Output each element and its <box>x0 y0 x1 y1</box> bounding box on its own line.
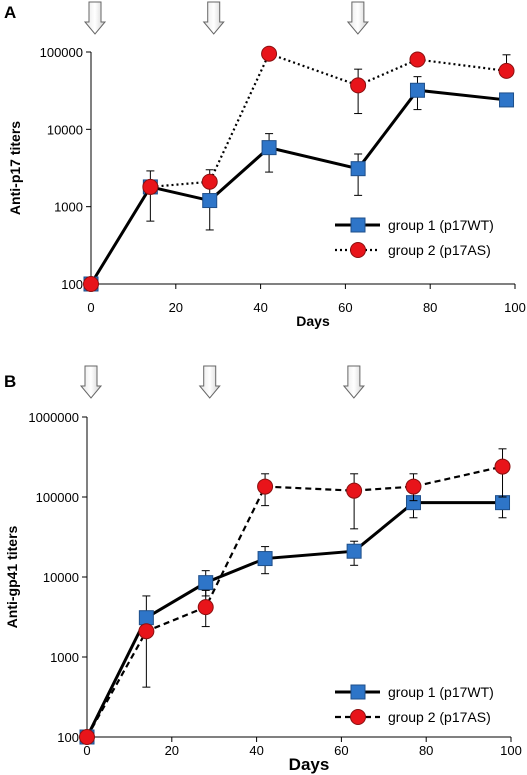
legend-label: group 1 (p17WT) <box>388 684 494 700</box>
data-point <box>346 543 362 559</box>
legend-marker <box>350 709 366 725</box>
y-tick-label: 1000000 <box>28 410 79 425</box>
x-tick-label: 100 <box>504 300 526 315</box>
data-point <box>79 729 95 745</box>
data-point <box>261 140 277 156</box>
data-point <box>350 77 367 94</box>
legend-label: group 2 (p17AS) <box>388 709 491 725</box>
immunization-arrow <box>346 1 369 35</box>
immunization-arrow <box>342 365 365 399</box>
panel-label: A <box>4 3 16 22</box>
x-tick-label: 40 <box>253 300 267 315</box>
legend-marker <box>350 217 366 233</box>
data-point <box>198 575 214 591</box>
series-2 <box>79 448 511 745</box>
x-tick-label: 20 <box>169 300 183 315</box>
y-axis-title: Anti-p17 titers <box>7 121 23 215</box>
data-point <box>409 82 425 98</box>
data-point <box>409 51 426 68</box>
data-point <box>83 276 99 292</box>
x-tick-label: 100 <box>500 743 522 758</box>
legend: group 1 (p17WT) group 2 (p17AS) <box>335 684 494 725</box>
immunization-arrow <box>83 1 107 35</box>
y-tick-label: 100 <box>57 730 79 745</box>
series-2 <box>83 45 515 292</box>
x-tick-label: 60 <box>334 743 348 758</box>
data-point <box>257 551 273 567</box>
y-tick-label: 10000 <box>43 570 79 585</box>
x-tick-label: 80 <box>419 743 433 758</box>
y-tick-label: 100000 <box>36 490 79 505</box>
data-point <box>261 45 278 62</box>
immunization-arrow <box>198 365 221 399</box>
y-tick-label: 1000 <box>50 650 79 665</box>
panel-label: B <box>4 372 16 391</box>
x-tick-label: 20 <box>165 743 179 758</box>
immunization-arrow <box>79 365 103 399</box>
data-point <box>138 623 155 640</box>
data-point <box>498 62 515 79</box>
x-tick-label: 80 <box>423 300 437 315</box>
data-point <box>202 193 218 209</box>
y-tick-label: 1000 <box>54 200 83 215</box>
data-point <box>197 599 214 616</box>
legend-label: group 2 (p17AS) <box>388 242 491 258</box>
x-tick-label: 60 <box>338 300 352 315</box>
data-point <box>257 478 274 495</box>
y-tick-label: 10000 <box>47 122 83 137</box>
x-axis-title: Days <box>289 755 330 774</box>
data-point <box>350 161 366 177</box>
legend: group 1 (p17WT) group 2 (p17AS) <box>335 217 494 258</box>
panel-b: B 100 1000 10000 100000 1000000 0 20 40 60 80 100 Da… <box>4 365 522 774</box>
series-1 <box>79 495 511 745</box>
data-point <box>495 495 511 511</box>
y-tick-label: 100000 <box>40 45 83 60</box>
data-point <box>494 458 511 475</box>
panel-a: A 100 1000 10000 100000 0 20 40 60 80 100 Days Anti-… <box>4 1 526 329</box>
immunization-arrow <box>202 1 225 35</box>
legend-marker <box>350 242 366 258</box>
x-axis-title: Days <box>296 313 330 329</box>
x-tick-label: 40 <box>249 743 263 758</box>
data-point <box>138 610 154 626</box>
legend-label: group 1 (p17WT) <box>388 217 494 233</box>
x-tick-label: 0 <box>87 300 94 315</box>
x-tick-label: 0 <box>83 743 90 758</box>
data-point <box>201 173 218 190</box>
y-tick-label: 100 <box>61 277 83 292</box>
data-point <box>499 92 515 108</box>
y-axis-title: Anti-gp41 titers <box>4 525 20 628</box>
legend-marker <box>350 684 366 700</box>
data-point <box>405 478 422 495</box>
data-point <box>142 178 159 195</box>
data-point <box>346 482 363 499</box>
